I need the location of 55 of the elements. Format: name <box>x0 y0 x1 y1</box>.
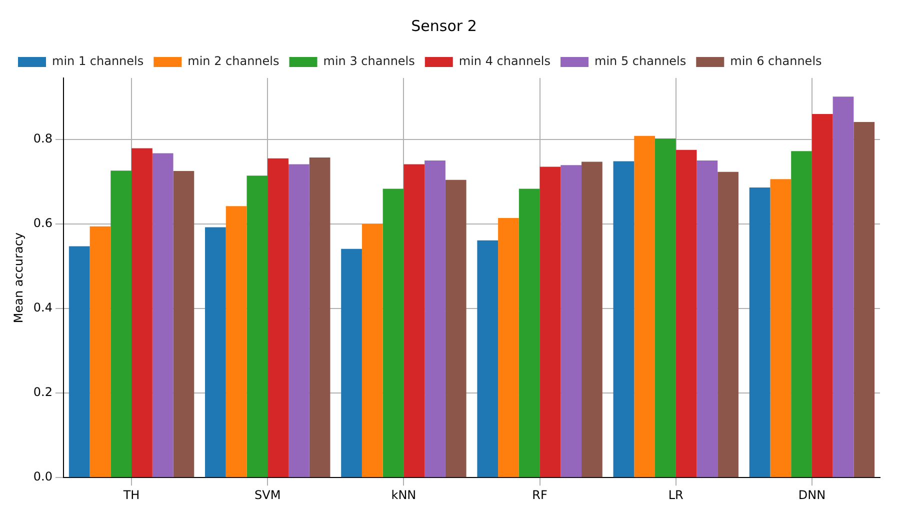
bar <box>560 165 582 478</box>
legend-label: min 1 channels <box>52 54 144 68</box>
bar <box>655 138 676 478</box>
bar <box>362 224 383 478</box>
bar <box>90 226 111 478</box>
bar <box>582 162 602 478</box>
bar <box>110 170 132 478</box>
bar <box>68 246 90 478</box>
bar <box>518 188 540 478</box>
y-axis-title: Mean accuracy <box>11 232 26 324</box>
bar <box>613 161 634 478</box>
bar <box>812 114 833 478</box>
legend-label: min 3 channels <box>323 54 415 68</box>
bar <box>498 218 519 478</box>
bar <box>540 166 561 478</box>
y-tick-label: 0.2 <box>33 385 52 400</box>
chart-title: Sensor 2 <box>411 16 477 35</box>
x-tick-label: DNN <box>798 488 826 502</box>
bar <box>791 151 812 478</box>
bar <box>718 172 738 478</box>
bar <box>288 164 310 478</box>
bar <box>424 160 446 478</box>
bar <box>205 227 226 478</box>
bar <box>749 188 770 478</box>
x-tick-label: SVM <box>254 488 281 502</box>
bar <box>226 206 247 478</box>
bar <box>132 148 152 478</box>
bar <box>404 164 425 478</box>
x-tick-label: LR <box>668 488 684 502</box>
x-tick-label: TH <box>122 488 140 502</box>
bar <box>696 160 718 478</box>
bar <box>246 176 268 478</box>
bar <box>309 157 330 478</box>
bar <box>341 248 362 478</box>
y-tick-label: 0.0 <box>33 470 52 484</box>
y-tick-label: 0.8 <box>33 131 52 146</box>
bar <box>477 240 498 478</box>
legend-label: min 4 channels <box>458 54 551 68</box>
bar <box>445 180 466 478</box>
bar <box>268 158 288 478</box>
bar <box>382 188 404 478</box>
bar <box>173 171 194 478</box>
x-tick-label: kNN <box>391 488 416 502</box>
y-tick-label: 0.4 <box>33 300 52 315</box>
bar <box>854 122 875 478</box>
bar <box>634 136 656 478</box>
legend-label: min 2 channels <box>188 54 280 68</box>
bar <box>770 179 792 478</box>
legend-label: min 6 channels <box>730 54 822 68</box>
bar <box>832 96 854 478</box>
bar <box>152 153 174 478</box>
bar <box>676 150 697 478</box>
legend-label: min 5 channels <box>594 54 686 68</box>
x-tick-label: RF <box>532 488 548 502</box>
y-tick-label: 0.6 <box>33 216 52 230</box>
